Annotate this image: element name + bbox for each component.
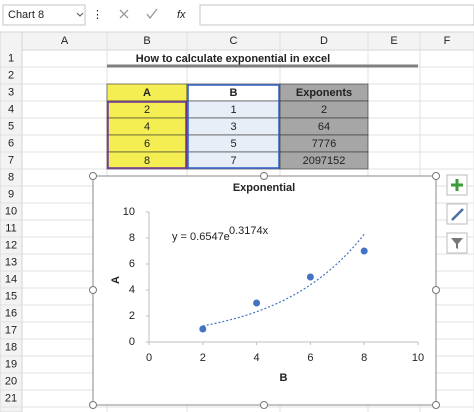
y-tick-label: 4 — [129, 284, 135, 296]
row-header[interactable]: 13 — [5, 256, 17, 268]
cell-text: 7776 — [312, 138, 336, 150]
column-header-bar — [0, 31, 474, 51]
chart-title: Exponential — [233, 182, 295, 194]
resize-handle[interactable] — [89, 286, 97, 294]
cell-text: 2097152 — [303, 155, 346, 167]
row-header[interactable]: 18 — [5, 341, 17, 353]
row-header[interactable]: 14 — [5, 273, 17, 285]
filter-icon — [451, 238, 463, 249]
column-header[interactable]: D — [320, 35, 328, 47]
x-tick-label: 8 — [361, 352, 367, 364]
heading: How to calculate exponential in excel — [136, 53, 330, 65]
x-tick-label: 6 — [307, 352, 313, 364]
cell-text: 2 — [321, 104, 327, 116]
row-header[interactable]: 9 — [8, 188, 14, 200]
data-table: How to calculate exponential in excel A B E… — [106, 53, 418, 170]
row-header[interactable]: 21 — [5, 392, 17, 404]
cell-text: 8 — [144, 155, 150, 167]
column-header[interactable]: A — [61, 35, 69, 47]
x-tick-label: 4 — [254, 352, 260, 364]
row-header[interactable]: 12 — [5, 239, 17, 251]
cell-text: 5 — [230, 138, 236, 150]
row-header[interactable]: 1 — [8, 52, 14, 64]
x-tick-label: 2 — [200, 352, 206, 364]
header-text: Exponents — [296, 87, 352, 99]
y-tick-label: 8 — [129, 232, 135, 244]
data-point[interactable] — [360, 247, 368, 255]
row-header[interactable]: 10 — [5, 205, 17, 217]
row-header-bar — [0, 31, 23, 412]
data-point[interactable] — [306, 273, 314, 281]
cell-text: 1 — [230, 104, 236, 116]
y-tick-label: 0 — [129, 336, 135, 348]
column-header[interactable]: E — [390, 35, 397, 47]
separator: ⋮ — [92, 9, 103, 21]
row-header[interactable]: 19 — [5, 358, 17, 370]
header-text: A — [143, 87, 151, 99]
row-header[interactable]: 17 — [5, 324, 17, 336]
column-header[interactable]: F — [444, 35, 451, 47]
insert-function[interactable]: fx — [177, 9, 186, 21]
cell-text: 7 — [230, 155, 236, 167]
y-tick-label: 6 — [129, 258, 135, 270]
cell-text: 64 — [318, 121, 330, 133]
cell-text: 6 — [144, 138, 150, 150]
row-header[interactable]: 3 — [8, 86, 14, 98]
y-tick-label: 2 — [129, 310, 135, 322]
chart-area[interactable] — [92, 175, 437, 406]
row-header[interactable]: 6 — [8, 137, 14, 149]
brush-icon — [451, 208, 464, 221]
y-axis-title: A — [110, 276, 122, 284]
cell-text: 2 — [144, 104, 150, 116]
x-tick-label: 10 — [412, 352, 424, 364]
row-header[interactable]: 8 — [8, 171, 14, 183]
row-header[interactable]: 15 — [5, 290, 17, 302]
name-box-arrow[interactable] — [76, 12, 84, 17]
x-tick-label: 0 — [146, 352, 152, 364]
data-point[interactable] — [199, 325, 207, 333]
row-header[interactable]: 20 — [5, 375, 17, 387]
name-box-text: Chart 8 — [8, 9, 44, 21]
formula-input[interactable] — [199, 4, 474, 26]
resize-handle[interactable] — [89, 172, 97, 180]
cancel-icon[interactable] — [119, 9, 129, 19]
chart[interactable]: Exponential 0 2 4 6 8 10 0 2 4 6 8 10 B Ay = 0.6547e 0.… — [89, 172, 468, 409]
y-tick-label: 10 — [123, 206, 135, 218]
row-header[interactable]: 11 — [5, 222, 16, 234]
resize-handle[interactable] — [260, 172, 268, 180]
header-text: B — [230, 87, 238, 99]
cell-text: 4 — [144, 121, 150, 133]
cell[interactable] — [279, 151, 369, 170]
row-header[interactable]: 7 — [8, 154, 14, 166]
trendline-exponent: 0.3174x — [229, 225, 269, 237]
trendline-equation: y = 0.6547e — [172, 231, 230, 243]
column-header[interactable]: B — [143, 35, 150, 47]
resize-handle[interactable] — [89, 401, 97, 409]
selection-a — [107, 101, 187, 169]
column-header[interactable]: C — [230, 35, 238, 47]
resize-handle[interactable] — [260, 401, 268, 409]
trendline — [202, 233, 365, 327]
x-axis-title: B — [280, 372, 288, 384]
cell-text: 3 — [230, 121, 236, 133]
row-header[interactable]: 5 — [8, 120, 14, 132]
name-box[interactable] — [2, 4, 86, 26]
plus-icon — [451, 179, 463, 191]
row-header[interactable]: 4 — [8, 103, 14, 115]
row-header[interactable]: 16 — [5, 307, 17, 319]
data-point[interactable] — [253, 299, 261, 307]
row-header[interactable]: 2 — [8, 69, 14, 81]
resize-handle[interactable] — [432, 401, 440, 409]
selection-b — [187, 84, 280, 169]
resize-handle[interactable] — [432, 286, 440, 294]
enter-icon[interactable] — [146, 8, 158, 20]
resize-handle[interactable] — [432, 172, 440, 180]
